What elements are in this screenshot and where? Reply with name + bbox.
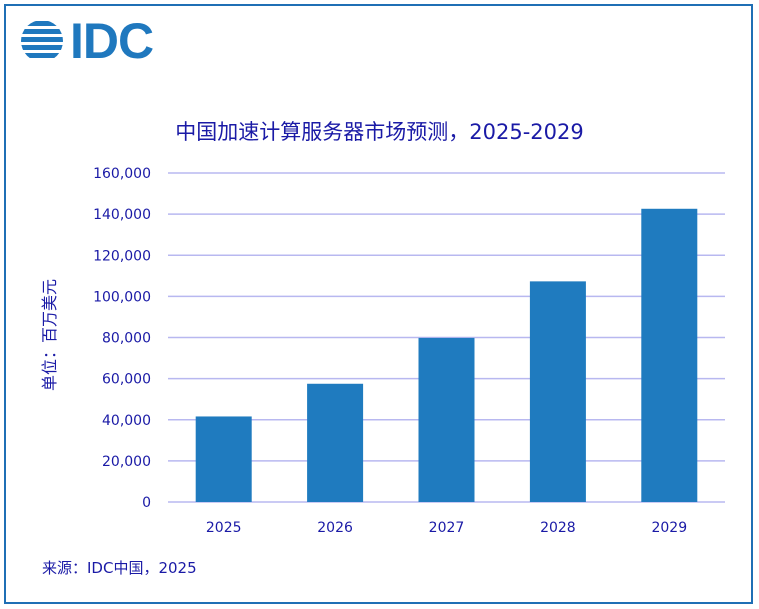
x-tick-label: 2025 (206, 520, 242, 536)
source-note: 来源：IDC中国，2025 (42, 559, 197, 577)
bar-2029 (641, 208, 698, 502)
y-tick-label: 60,000 (102, 372, 151, 388)
chart-title: 中国加速计算服务器市场预测，2025-2029 (175, 120, 584, 144)
y-tick-label: 40,000 (102, 413, 151, 429)
y-tick-label: 80,000 (102, 331, 151, 347)
x-tick-label: 2029 (651, 520, 687, 536)
y-tick-label: 120,000 (93, 248, 151, 264)
bar-2026 (307, 383, 364, 502)
y-tick-label: 20,000 (102, 454, 151, 470)
y-tick-label: 0 (142, 495, 151, 511)
bar-2027 (418, 337, 475, 502)
logo-text: IDC (70, 13, 154, 69)
x-tick-label: 2027 (429, 520, 465, 536)
globe-icon (21, 21, 63, 58)
y-tick-label: 100,000 (93, 289, 151, 305)
x-tick-label: 2026 (317, 520, 353, 536)
bar-2028 (529, 281, 586, 502)
x-tick-label: 2028 (540, 520, 576, 536)
y-tick-label: 160,000 (93, 166, 151, 182)
idc-logo: IDC (20, 13, 154, 69)
chart-frame (4, 4, 753, 604)
bar-2025 (195, 416, 252, 502)
y-tick-label: 140,000 (93, 207, 151, 223)
